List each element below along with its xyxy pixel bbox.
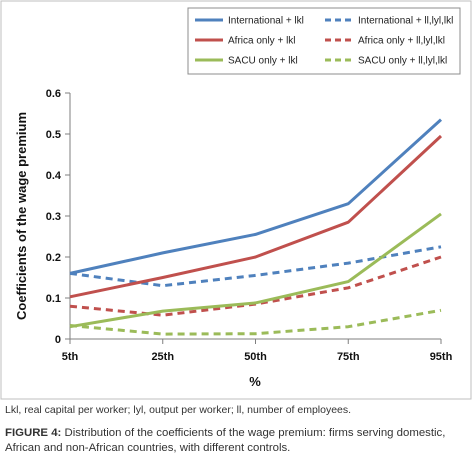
legend-label: Africa only + lkl [228, 36, 296, 47]
legend-box [187, 7, 461, 75]
y-tick-label: 0.4 [46, 170, 62, 182]
line-chart: 0 0.1 0.2 0.3 0.4 0.5 0.6 5th 25th 50th 75th 95th I… [0, 0, 472, 400]
series-line-2 [69, 245, 442, 288]
y-tick-label: 0 [55, 334, 61, 346]
caption-label: FIGURE 4: [5, 427, 62, 439]
axes: 0 0.1 0.2 0.3 0.4 0.5 0.6 5th 25th 50th 75th 95th [46, 88, 453, 363]
series-layer [69, 118, 443, 336]
series-line-5 [69, 212, 442, 329]
y-tick-label: 0.5 [46, 129, 61, 141]
x-tick-label: 50th [244, 351, 267, 363]
chart-figure: 0 0.1 0.2 0.3 0.4 0.5 0.6 5th 25th 50th 75th 95th I… [0, 0, 472, 400]
y-tick-label: 0.6 [46, 88, 61, 100]
y-tick-label: 0.3 [46, 211, 61, 223]
y-axis-title: Coefficients of the wage premium [14, 112, 29, 320]
legend-label: SACU only + lkl [228, 56, 298, 67]
x-tick-label: 75th [337, 351, 360, 363]
series-line-3 [69, 134, 443, 299]
y-tick-label: 0.2 [46, 252, 61, 264]
series-line-1 [69, 118, 443, 275]
x-tick-label: 25th [151, 351, 174, 363]
figure-footnote: Lkl, real capital per worker; lyl, outpu… [5, 404, 352, 416]
y-tick-label: 0.1 [46, 293, 61, 305]
legend-label: International + lkl [228, 16, 304, 27]
legend: International + lkl International + ll,ly… [187, 7, 461, 75]
caption-text: Distribution of the coefficients of the … [5, 427, 446, 454]
series-line-6 [69, 308, 442, 336]
figure-caption: FIGURE 4: Distribution of the coefficien… [5, 426, 468, 456]
legend-label: SACU only + ll,lyl,lkl [358, 56, 447, 67]
legend-label: International + ll,lyl,lkl [358, 16, 453, 27]
legend-label: Africa only + ll,lyl,lkl [358, 36, 445, 47]
x-axis-title: % [249, 374, 261, 389]
x-tick-label: 5th [62, 351, 79, 363]
x-tick-label: 95th [430, 351, 453, 363]
